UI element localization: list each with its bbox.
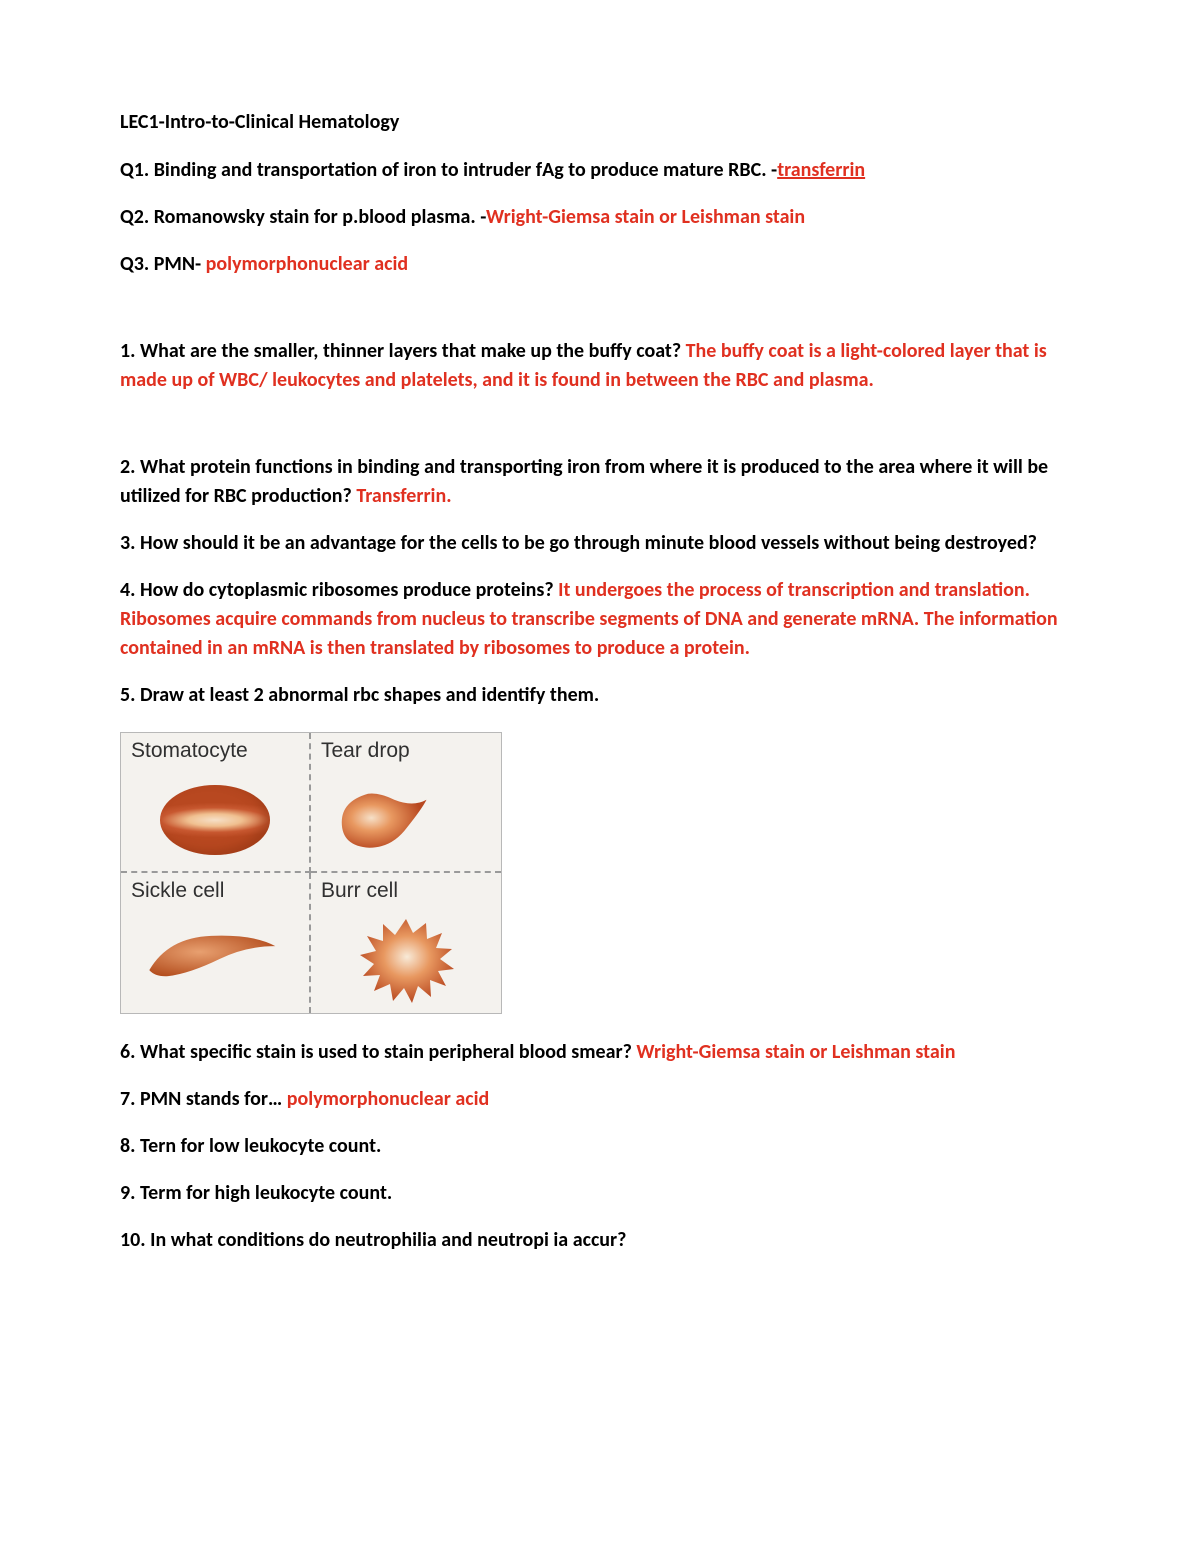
n7-line: 7. PMN stands for… polymorphonuclear aci… <box>120 1085 1080 1114</box>
n8-line: 8. Tern for low leukocyte count. <box>120 1132 1080 1161</box>
q3-answer: polymorphonuclear acid <box>206 252 408 276</box>
n6-line: 6. What specific stain is used to stain … <box>120 1038 1080 1067</box>
n6-question: 6. What specific stain is used to stain … <box>120 1040 636 1064</box>
q2-question: Q2. Romanowsky stain for p.blood plasma.… <box>120 205 486 229</box>
spacer <box>120 297 1080 337</box>
cell-label-teardrop: Tear drop <box>321 739 491 763</box>
n2-question: 2. What protein functions in binding and… <box>120 455 1048 508</box>
spacer <box>120 413 1080 453</box>
document-page: LEC1-Intro-to-Clinical Hematology Q1. Bi… <box>0 0 1200 1333</box>
q1-question: Q1. Binding and transportation of iron t… <box>120 158 777 182</box>
cell-label-sickle: Sickle cell <box>131 879 299 903</box>
n7-question: 7. PMN stands for… <box>120 1087 287 1111</box>
q3-question: Q3. PMN- <box>120 252 206 276</box>
q2-answer: Wright-Giemsa stain or Leishman stain <box>486 205 805 229</box>
n2-answer: Transferrin. <box>356 484 451 508</box>
q2-line: Q2. Romanowsky stain for p.blood plasma.… <box>120 203 1080 232</box>
n1-line: 1. What are the smaller, thinner layers … <box>120 337 1080 395</box>
q3-line: Q3. PMN- polymorphonuclear acid <box>120 250 1080 279</box>
page-title: LEC1-Intro-to-Clinical Hematology <box>120 110 1080 134</box>
n9-line: 9. Term for high leukocyte count. <box>120 1179 1080 1208</box>
q1-line: Q1. Binding and transportation of iron t… <box>120 156 1080 185</box>
n5-line: 5. Draw at least 2 abnormal rbc shapes a… <box>120 681 1080 710</box>
rbc-shapes-diagram: Stomatocyte Tear drop <box>120 732 502 1014</box>
n1-question: 1. What are the smaller, thinner layers … <box>120 339 686 363</box>
diagram-row-bottom: Sickle cell Burr cell <box>121 873 501 1013</box>
stomatocyte-shape <box>160 785 270 855</box>
cell-label-burr: Burr cell <box>321 879 491 903</box>
cell-burr: Burr cell <box>311 873 501 1013</box>
n5-question: 5. Draw at least 2 abnormal rbc shapes a… <box>120 683 599 707</box>
n3-question: 3. How should it be an advantage for the… <box>120 531 1037 555</box>
cell-teardrop: Tear drop <box>311 733 501 873</box>
n4-question: 4. How do cytoplasmic ribosomes produce … <box>120 578 558 602</box>
n6-answer: Wright-Giemsa stain or Leishman stain <box>636 1040 955 1064</box>
diagram-row-top: Stomatocyte Tear drop <box>121 733 501 873</box>
cell-label-stomatocyte: Stomatocyte <box>131 739 299 763</box>
n10-line: 10. In what conditions do neutrophilia a… <box>120 1226 1080 1255</box>
n2-line: 2. What protein functions in binding and… <box>120 453 1080 511</box>
n4-line: 4. How do cytoplasmic ribosomes produce … <box>120 576 1080 663</box>
sickle-shape <box>136 929 286 989</box>
burr-shape <box>356 913 456 1013</box>
q1-answer: transferrin <box>777 158 865 182</box>
n10-question: 10. In what conditions do neutrophilia a… <box>120 1228 626 1252</box>
cell-sickle: Sickle cell <box>121 873 311 1013</box>
n7-answer: polymorphonuclear acid <box>287 1087 489 1111</box>
cell-stomatocyte: Stomatocyte <box>121 733 311 873</box>
n3-line: 3. How should it be an advantage for the… <box>120 529 1080 558</box>
n8-question: 8. Tern for low leukocyte count. <box>120 1134 381 1158</box>
teardrop-shape <box>338 781 428 859</box>
n9-question: 9. Term for high leukocyte count. <box>120 1181 392 1205</box>
